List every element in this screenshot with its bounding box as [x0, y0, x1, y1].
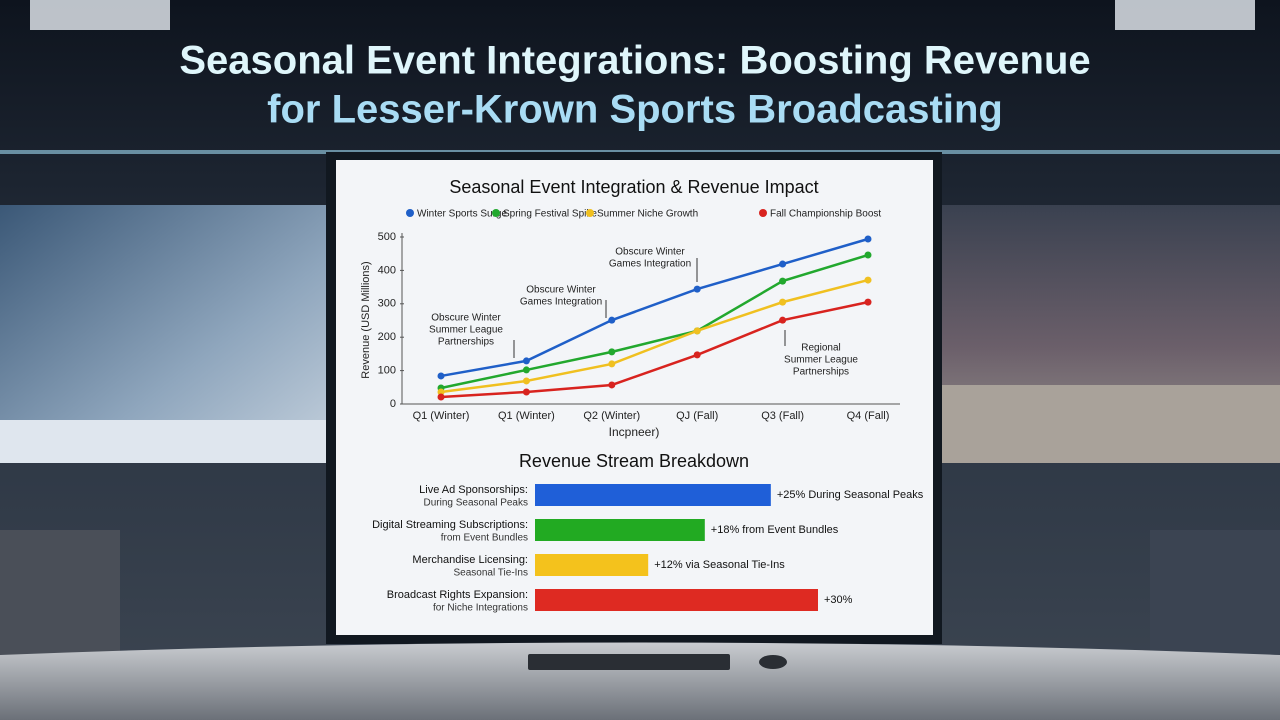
data-point — [693, 351, 701, 359]
legend-label: Summer Niche Growth — [597, 209, 698, 220]
annotation: Obscure Winter — [431, 313, 501, 324]
series-line — [440, 300, 869, 399]
bar — [535, 519, 705, 541]
x-tick-label: Q3 (Fall) — [761, 410, 804, 422]
annotation: Games Integration — [520, 297, 602, 308]
series-line — [440, 237, 869, 378]
data-point — [864, 298, 872, 306]
bar-category: Digital Streaming Subscriptions: — [372, 519, 528, 531]
data-point — [437, 388, 445, 396]
x-tick-label: Q1 (Winter) — [413, 410, 470, 422]
bar — [535, 484, 771, 506]
data-point — [864, 235, 872, 243]
y-tick-label: 300 — [378, 298, 396, 310]
legend-label: Winter Sports Surge — [417, 209, 507, 220]
y-tick-label: 500 — [378, 231, 396, 243]
data-point — [437, 372, 445, 380]
data-point — [779, 298, 787, 306]
bar — [535, 589, 818, 611]
series-line — [440, 253, 869, 390]
data-point — [608, 360, 616, 368]
track-surface — [935, 385, 1280, 463]
annotation: Summer League — [784, 355, 858, 366]
x-axis-label: Incpneer) — [609, 425, 660, 439]
data-point — [437, 393, 445, 401]
bar-subcategory: for Niche Integrations — [433, 603, 528, 614]
rack-equipment — [1150, 530, 1280, 660]
legend-marker — [492, 209, 500, 217]
annotation: Games Integration — [609, 259, 691, 270]
data-point — [779, 260, 787, 268]
data-point — [522, 366, 530, 374]
x-tick-label: QJ (Fall) — [676, 410, 718, 422]
bar — [535, 554, 649, 576]
rack-equipment — [0, 530, 120, 660]
bar-subcategory: Seasonal Tie-Ins — [454, 568, 529, 579]
bar-value-label: +18% from Event Bundles — [711, 524, 839, 536]
bar-subcategory: During Seasonal Peaks — [423, 498, 528, 509]
bar-category: Broadcast Rights Expansion: — [387, 589, 528, 601]
data-point — [693, 327, 701, 335]
ceiling-light — [30, 0, 170, 30]
data-point — [779, 316, 787, 324]
annotation: Summer League — [429, 325, 503, 336]
bar-subcategory: from Event Bundles — [441, 533, 528, 544]
headline: Seasonal Event Integrations: Boosting Re… — [179, 39, 1090, 83]
bar-value-label: +30% — [824, 594, 853, 606]
bar-value-label: +25% During Seasonal Peaks — [777, 489, 924, 501]
legend-label: Spring Festival Spike — [503, 209, 597, 220]
data-point — [779, 277, 787, 285]
charts: Seasonal Event Integration & Revenue Imp… — [360, 177, 924, 614]
data-point — [522, 357, 530, 365]
ceiling-light — [1115, 0, 1255, 30]
chart-title: Seasonal Event Integration & Revenue Imp… — [449, 177, 818, 197]
series-line — [440, 278, 869, 394]
y-tick-label: 400 — [378, 264, 396, 276]
legend-marker — [759, 209, 767, 217]
data-point — [608, 348, 616, 356]
keyboard — [528, 654, 730, 670]
y-tick-label: 0 — [390, 398, 396, 410]
annotation: Regional — [801, 343, 840, 354]
annotation: Partnerships — [793, 367, 849, 378]
bar-value-label: +12% via Seasonal Tie-Ins — [654, 559, 785, 571]
x-tick-label: Q2 (Winter) — [583, 410, 640, 422]
mouse — [759, 655, 787, 669]
y-tick-label: 200 — [378, 331, 396, 343]
legend-marker — [406, 209, 414, 217]
bar-category: Live Ad Sponsorships: — [419, 484, 528, 496]
x-tick-label: Q1 (Winter) — [498, 410, 555, 422]
chart-title: Revenue Stream Breakdown — [519, 451, 749, 471]
data-point — [693, 285, 701, 293]
legend-label: Fall Championship Boost — [770, 209, 881, 220]
data-point — [522, 388, 530, 396]
data-point — [864, 251, 872, 259]
data-point — [864, 276, 872, 284]
annotation: Partnerships — [438, 337, 494, 348]
headline: for Lesser-Krown Sports Broadcasting — [267, 88, 1003, 132]
x-tick-label: Q4 (Fall) — [847, 410, 890, 422]
ice-surface — [0, 420, 334, 463]
data-point — [522, 377, 530, 385]
data-point — [608, 381, 616, 389]
data-point — [608, 316, 616, 324]
y-axis-label: Revenue (USD Millions) — [360, 261, 372, 378]
legend-marker — [586, 209, 594, 217]
annotation: Obscure Winter — [526, 285, 596, 296]
annotation: Obscure Winter — [615, 247, 685, 258]
bar-category: Merchandise Licensing: — [412, 554, 528, 566]
desk — [0, 642, 1280, 720]
y-tick-label: 100 — [378, 365, 396, 377]
